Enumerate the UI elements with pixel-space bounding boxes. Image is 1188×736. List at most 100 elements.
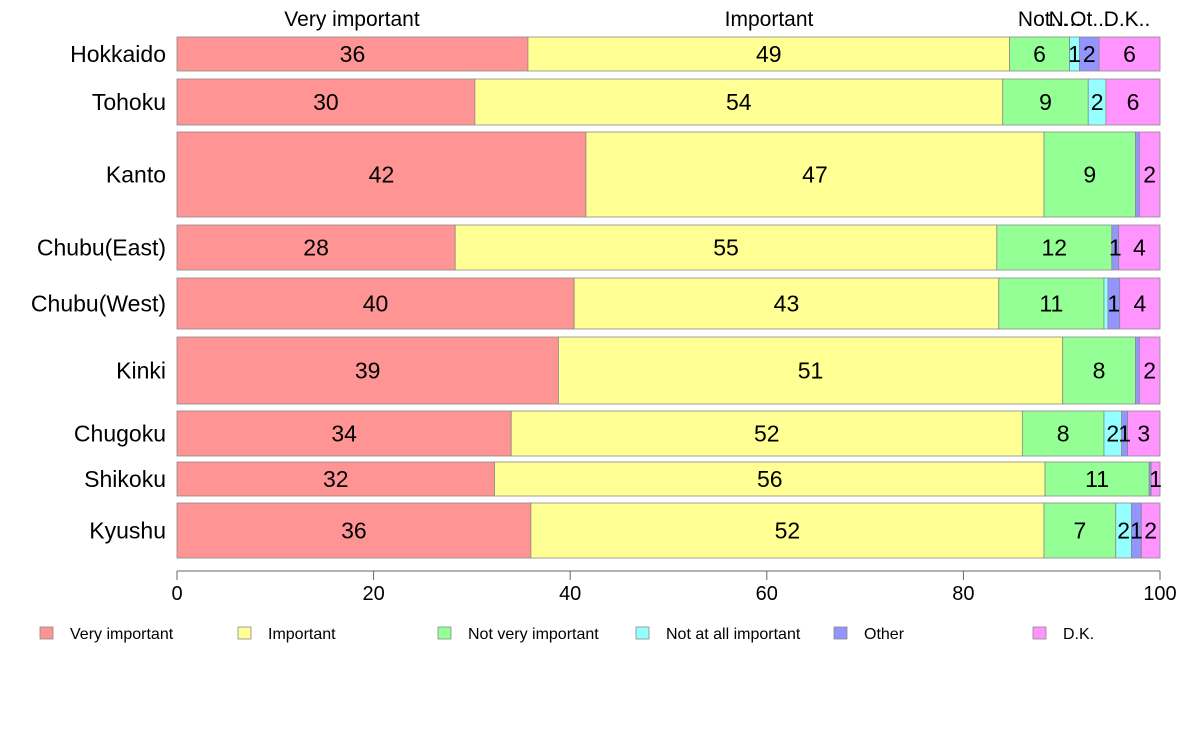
legend-swatch bbox=[237, 626, 252, 640]
bar-segment bbox=[454, 224, 998, 271]
x-tick-label: 80 bbox=[952, 583, 974, 605]
data-label: 1 bbox=[1068, 41, 1081, 67]
y-axis-labels: Hokkaido Tohoku Kanto Chubu(East) Chubu(West… bbox=[31, 41, 166, 544]
bar-segment bbox=[1127, 410, 1161, 457]
top-label-5: D.K.. bbox=[1104, 8, 1151, 31]
data-label: 40 bbox=[363, 291, 389, 317]
bar-segment bbox=[1043, 502, 1117, 559]
data-label: 49 bbox=[756, 41, 782, 67]
bar-segment bbox=[474, 78, 1004, 126]
data-label: 2 bbox=[1083, 41, 1096, 67]
data-label: 55 bbox=[713, 235, 739, 261]
bars: 36 49 6 1 2 630 54 9 2 642 47 9 228 55 12 1 440 43 11 1 439 5… bbox=[176, 36, 1162, 559]
category-label: Kinki bbox=[116, 358, 166, 384]
data-label: 9 bbox=[1083, 162, 1096, 188]
data-label: 2 bbox=[1143, 162, 1156, 188]
data-label: 2 bbox=[1117, 518, 1130, 544]
bar-segment bbox=[176, 277, 575, 330]
bar-segment bbox=[494, 461, 1046, 497]
data-label: 9 bbox=[1039, 89, 1052, 115]
data-label: 4 bbox=[1133, 235, 1146, 261]
category-label: Shikoku bbox=[84, 466, 166, 492]
bar-segment bbox=[1044, 461, 1150, 497]
legend-label: D.K. bbox=[1063, 626, 1094, 643]
legend-swatch bbox=[833, 626, 848, 640]
legend-label: Not very important bbox=[468, 626, 599, 643]
category-label: Chubu(West) bbox=[31, 291, 166, 317]
data-label: 2 bbox=[1106, 421, 1119, 447]
data-label: 51 bbox=[798, 358, 824, 384]
data-label: 30 bbox=[313, 89, 339, 115]
data-label: 11 bbox=[1085, 466, 1109, 492]
legend-label: Important bbox=[268, 626, 336, 643]
data-label: 1 bbox=[1118, 421, 1131, 447]
top-label-2: Not... bbox=[1018, 8, 1068, 31]
legend-label: Other bbox=[864, 626, 905, 643]
data-label: 2 bbox=[1143, 358, 1156, 384]
data-label: 6 bbox=[1127, 89, 1140, 115]
bar-segment bbox=[1062, 336, 1136, 405]
category-label: Hokkaido bbox=[70, 41, 166, 67]
bar-segment bbox=[573, 277, 1000, 330]
data-label: 2 bbox=[1091, 89, 1104, 115]
x-tick-label: 100 bbox=[1143, 583, 1176, 605]
bar-segment bbox=[1135, 336, 1140, 405]
x-tick-label: 20 bbox=[362, 583, 384, 605]
top-series-labels: Very important Important Not...N...Ot...D.… bbox=[284, 8, 1150, 31]
top-label-3: N... bbox=[1049, 8, 1082, 31]
data-label: 1 bbox=[1109, 235, 1122, 261]
bar-segment bbox=[1009, 36, 1070, 72]
data-label: 8 bbox=[1057, 421, 1070, 447]
category-label: Chugoku bbox=[74, 421, 166, 447]
data-label: 43 bbox=[774, 291, 800, 317]
bar-segment bbox=[1119, 277, 1161, 330]
bar-segment bbox=[527, 36, 1011, 72]
top-label-1: Important bbox=[725, 8, 814, 31]
bar-segment bbox=[1002, 78, 1089, 126]
bar-segment bbox=[176, 502, 532, 559]
x-tick-label: 60 bbox=[756, 583, 778, 605]
data-label: 54 bbox=[726, 89, 752, 115]
data-label: 2 bbox=[1144, 518, 1157, 544]
data-label: 52 bbox=[754, 421, 780, 447]
bar-segment bbox=[1105, 78, 1161, 126]
x-tick-label: 0 bbox=[171, 583, 182, 605]
bar-segment bbox=[1021, 410, 1105, 457]
data-label: 4 bbox=[1133, 291, 1146, 317]
category-label: Chubu(East) bbox=[37, 235, 166, 261]
data-label: 8 bbox=[1093, 358, 1106, 384]
bar-segment bbox=[1138, 336, 1161, 405]
legend-label: Not at all important bbox=[666, 626, 801, 643]
bar-segment bbox=[530, 502, 1045, 559]
data-label: 34 bbox=[331, 421, 357, 447]
data-label: 1 bbox=[1149, 466, 1162, 492]
bar-segment bbox=[998, 277, 1105, 330]
legend-swatch bbox=[635, 626, 650, 640]
data-label: 39 bbox=[355, 358, 381, 384]
data-label: 7 bbox=[1073, 518, 1086, 544]
data-label: 6 bbox=[1033, 41, 1046, 67]
bar-segment bbox=[558, 336, 1064, 405]
data-label: 32 bbox=[323, 466, 349, 492]
category-label: Kyushu bbox=[89, 518, 166, 544]
data-label: 36 bbox=[340, 41, 366, 67]
data-label: 36 bbox=[341, 518, 367, 544]
bar-segment bbox=[1098, 36, 1161, 72]
legend-swatch bbox=[39, 626, 54, 640]
data-label: 28 bbox=[303, 235, 329, 261]
bar-segment bbox=[585, 131, 1045, 218]
top-label-0: Very important bbox=[284, 8, 420, 31]
bar-segment bbox=[1043, 131, 1136, 218]
data-label: 11 bbox=[1039, 291, 1063, 317]
top-label-4: Ot... bbox=[1070, 8, 1110, 31]
category-label: Tohoku bbox=[92, 89, 166, 115]
bar-segment bbox=[176, 336, 559, 405]
bar-segment bbox=[176, 36, 529, 72]
data-label: 3 bbox=[1137, 421, 1150, 447]
data-label: 1 bbox=[1130, 518, 1143, 544]
bar-segment bbox=[1118, 224, 1161, 271]
data-label: 56 bbox=[757, 466, 783, 492]
bar-segment bbox=[176, 131, 587, 218]
bar-segment bbox=[1138, 131, 1161, 218]
